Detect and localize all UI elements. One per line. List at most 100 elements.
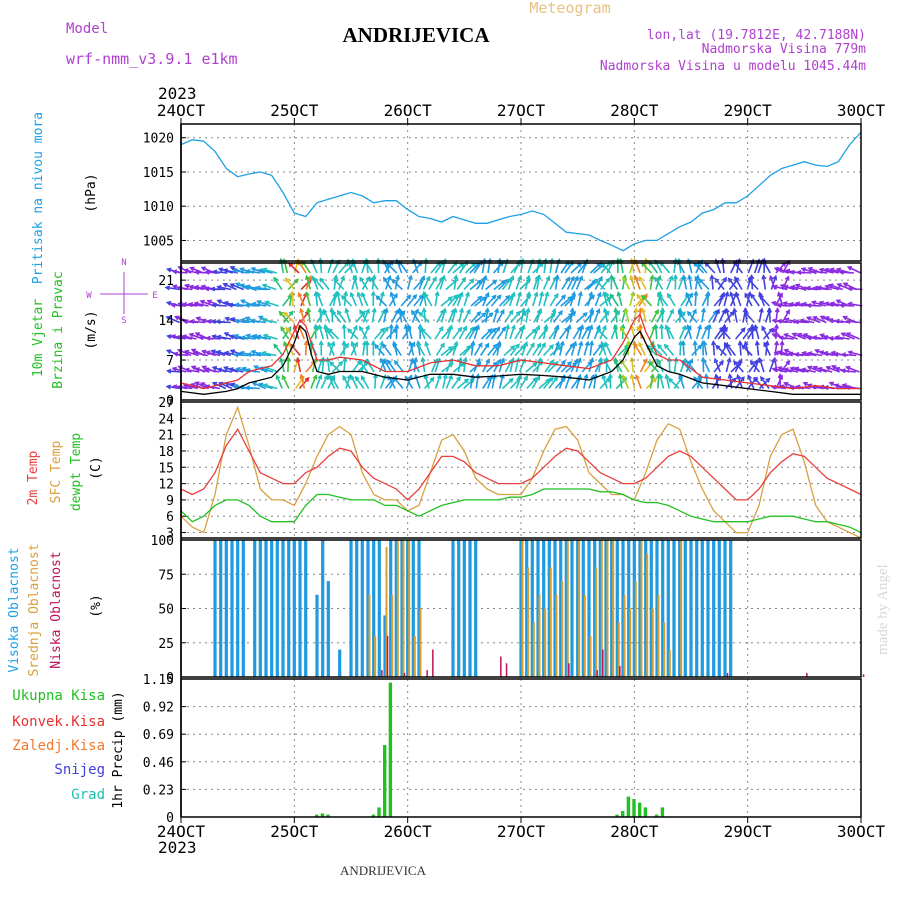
- wind-arrow-head: [800, 367, 807, 373]
- wind-arrow: [331, 310, 342, 323]
- wind-arrow-head: [333, 274, 339, 280]
- wind-arrow-head: [393, 359, 399, 366]
- wind-arrow: [327, 342, 335, 356]
- wind-arrow-head: [782, 301, 788, 307]
- wind-arrow: [570, 359, 579, 373]
- wind-arrow-head: [500, 357, 506, 363]
- wind-arrow-head: [829, 301, 835, 307]
- cloud-bar-mid: [583, 594, 586, 677]
- wind-arrow-head: [341, 323, 347, 329]
- wind-arrow-head: [501, 326, 507, 332]
- wind-arrow-head: [596, 324, 601, 331]
- wind-arrow-head: [353, 324, 358, 331]
- wind-arrow-head: [211, 334, 217, 340]
- wind-arrow-head: [201, 365, 207, 371]
- wind-arrow: [679, 358, 687, 373]
- wind-arrow: [759, 358, 765, 373]
- wind-arrow: [440, 296, 453, 307]
- wind-arrow-head: [331, 310, 337, 316]
- wind-arrow-head: [823, 301, 830, 307]
- wind-arrow: [602, 374, 608, 389]
- wind-arrow-head: [475, 324, 480, 330]
- wind-arrow-head: [203, 286, 210, 292]
- lonlat: lon,lat (19.7812E, 42.7188N): [647, 28, 866, 43]
- cloud-bar-mid: [413, 635, 416, 677]
- wind-arrow-head: [199, 382, 206, 387]
- precip-bar: [320, 813, 325, 817]
- wind-arrow: [184, 384, 198, 390]
- wind-arrow: [324, 327, 335, 340]
- y-tick-label: 1015: [143, 166, 174, 181]
- wind-arrow-head: [771, 332, 777, 338]
- wind-arrow-head: [181, 301, 188, 307]
- wind-arrow: [263, 334, 278, 340]
- wind-arrow: [182, 335, 197, 340]
- wind-arrow: [310, 375, 317, 389]
- wind-arrow: [578, 325, 584, 340]
- wind-arrow-head: [773, 350, 779, 356]
- wind-arrow: [679, 325, 687, 340]
- wind-arrow-head: [406, 294, 412, 300]
- wind-arrow: [407, 325, 413, 340]
- credit: made by Angel: [875, 564, 891, 655]
- wind-arrow: [744, 293, 753, 307]
- cloud-bar-high: [451, 540, 455, 677]
- wind-arrow-head: [440, 274, 446, 281]
- wind-arrow-head: [649, 373, 655, 379]
- wind-arrow-head: [783, 381, 789, 387]
- wind-arrow-head: [656, 274, 662, 281]
- wind-arrow-head: [589, 307, 595, 313]
- wind-arrow: [564, 343, 574, 356]
- wind-arrow: [753, 358, 760, 373]
- wind-arrow-head: [344, 342, 350, 348]
- wind-arrow: [424, 293, 433, 307]
- wind-arrow: [313, 278, 325, 291]
- wind-arrow: [217, 368, 232, 373]
- wind-arrow: [701, 308, 705, 323]
- wind-arrow: [378, 292, 384, 307]
- wind-arrow-head: [727, 373, 733, 379]
- wind-arrow: [315, 292, 319, 307]
- wind-arrow: [502, 378, 514, 390]
- wind-arrow-head: [771, 367, 777, 373]
- wind-arrow-head: [589, 340, 595, 346]
- wind-arrow-head: [572, 340, 578, 347]
- wind-arrow: [527, 259, 534, 274]
- wind-arrow: [571, 276, 579, 290]
- wind-arrow: [464, 327, 475, 340]
- wind-arrow-head: [258, 366, 264, 372]
- wind-arrow: [515, 276, 522, 290]
- wind-arrow: [447, 261, 458, 274]
- y-tick-label: 75: [158, 568, 174, 583]
- wind-arrow: [256, 286, 271, 291]
- wind-arrow-head: [583, 373, 589, 379]
- wind-arrow-head: [329, 361, 335, 367]
- wind-arrow: [319, 278, 330, 290]
- wind-arrow: [328, 375, 336, 389]
- precip-bar: [315, 814, 319, 817]
- wind-arrow: [599, 325, 607, 340]
- cloud-bar-mid: [419, 608, 422, 677]
- wind-arrow-head: [217, 381, 224, 387]
- x-tick-label-top: 26OCT: [384, 101, 433, 120]
- wind-arrow: [185, 368, 200, 373]
- wind-arrow: [759, 295, 770, 307]
- wind-arrow-head: [629, 274, 635, 281]
- wind-arrow: [273, 277, 283, 290]
- wind-arrow-head: [393, 292, 398, 299]
- cloud-unit: (%): [89, 594, 104, 617]
- wind-arrow: [753, 259, 760, 274]
- wind-arrow-head: [510, 291, 516, 297]
- wind-arrow-head: [261, 267, 268, 273]
- wind-arrow-head: [250, 267, 256, 272]
- wind-arrow: [763, 342, 772, 356]
- header: Model wrf-nmm_v3.9.1 e1km ANDRIJEVICA Me…: [66, 0, 891, 878]
- wind-arrow-head: [840, 352, 847, 358]
- wind-arrow: [559, 341, 564, 356]
- wind-arrow: [293, 325, 300, 340]
- wind-arrow: [337, 292, 341, 307]
- wind-arrow: [298, 377, 310, 390]
- cloud-bar-mid: [527, 567, 530, 677]
- wind-arrow-head: [217, 267, 224, 273]
- wind-arrow-head: [600, 340, 605, 347]
